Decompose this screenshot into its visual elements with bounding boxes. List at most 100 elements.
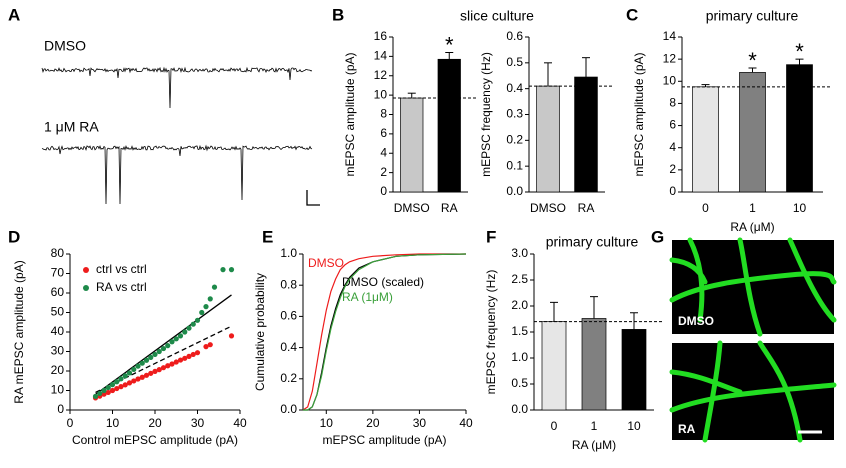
point <box>199 309 205 316</box>
y-tick-label: 8 <box>380 107 387 121</box>
point <box>228 267 235 273</box>
y-tick-label: 0 <box>669 184 676 198</box>
bar <box>621 329 647 411</box>
y-tick-label: 14 <box>374 49 388 63</box>
point <box>165 343 171 349</box>
y-tick-label: 10 <box>374 87 388 101</box>
x-tick-label: 1 <box>591 419 598 433</box>
y-tick-label: 0.2 <box>506 133 523 147</box>
bar <box>739 72 766 193</box>
x-axis-label: Control mEPSC amplitude (pA) <box>72 433 238 447</box>
cdf-line <box>302 253 466 411</box>
point <box>152 368 158 374</box>
x-tick-label: 10 <box>793 201 807 215</box>
y-tick-label: 0.6 <box>506 29 523 43</box>
y-tick-label: 14 <box>663 29 677 43</box>
series-label: DMSO (scaled) <box>342 275 424 289</box>
scale-bar <box>306 190 320 206</box>
point <box>160 345 167 352</box>
significance: * <box>445 32 454 57</box>
point <box>160 365 167 371</box>
y-axis-label: mEPSC frequency (Hz) <box>479 52 493 177</box>
point <box>169 361 175 367</box>
x-tick-label: 1 <box>749 201 756 215</box>
x-tick-label: DMSO <box>530 201 566 215</box>
y-tick-label: 4 <box>669 140 676 154</box>
point <box>101 391 107 397</box>
y-tick-label: 3.0 <box>511 246 528 260</box>
x-tick-label: 30 <box>413 416 427 430</box>
panel-label: G <box>651 227 664 246</box>
chart-title: slice culture <box>460 8 534 24</box>
point <box>190 321 196 327</box>
point <box>177 333 184 339</box>
point <box>148 354 154 360</box>
bar <box>581 318 607 411</box>
x-tick-label: 0 <box>67 416 74 430</box>
y-tick-label: 2.5 <box>511 272 528 286</box>
point <box>143 372 150 378</box>
point <box>169 339 175 345</box>
image-label: RA <box>678 422 696 436</box>
y-axis-label: RA mEPSC amplitude (pA) <box>12 260 26 403</box>
bar <box>400 97 424 193</box>
y-axis-label: mEPSC frequency (Hz) <box>484 270 498 395</box>
point <box>131 366 137 373</box>
x-tick-label: 20 <box>148 416 162 430</box>
y-axis-label: mEPSC amplitude (pA) <box>343 52 357 176</box>
bar <box>692 86 719 193</box>
significance: * <box>748 48 757 73</box>
y-tick-label: 0.5 <box>511 376 528 390</box>
bar <box>574 76 598 193</box>
x-axis-label: RA (μM) <box>572 438 616 452</box>
y-tick-label: 6 <box>380 126 387 140</box>
y-tick-label: 10 <box>663 73 677 87</box>
trace <box>41 144 313 205</box>
x-tick-label: 0 <box>551 419 558 433</box>
y-tick-label: 0 <box>57 402 64 416</box>
y-tick-label: 1.0 <box>511 350 528 364</box>
point <box>220 267 226 273</box>
y-tick-label: 0.3 <box>506 107 523 121</box>
x-axis-label: RA (μM) <box>730 220 774 234</box>
point <box>118 384 124 390</box>
x-tick-label: RA <box>441 201 458 215</box>
y-tick-label: 0.8 <box>280 277 297 291</box>
y-tick-label: 30 <box>51 344 65 358</box>
y-tick-label: 80 <box>51 246 65 260</box>
point <box>148 370 154 376</box>
x-tick-label: 20 <box>366 416 380 430</box>
point <box>143 357 150 363</box>
y-tick-label: 0.5 <box>506 55 523 69</box>
x-tick-label: 0 <box>702 201 709 215</box>
trace <box>41 66 313 109</box>
point <box>173 336 179 342</box>
trace-label: 1 μM RA <box>44 119 99 135</box>
x-tick-label: DMSO <box>394 201 430 215</box>
fit-line <box>95 294 232 395</box>
point <box>152 351 158 358</box>
point <box>173 359 179 365</box>
y-tick-label: 0 <box>380 184 387 198</box>
y-tick-label: 0.4 <box>280 340 297 354</box>
y-tick-label: 1.5 <box>511 324 528 338</box>
series-label: DMSO <box>308 256 344 270</box>
chart-title: primary culture <box>706 8 799 24</box>
x-tick-label: 30 <box>191 416 205 430</box>
point <box>109 382 116 388</box>
point <box>156 367 162 373</box>
legend-label: ctrl vs ctrl <box>96 262 147 276</box>
legend-marker <box>83 285 89 291</box>
point <box>118 376 124 382</box>
y-tick-label: 70 <box>51 266 65 280</box>
bar <box>541 321 567 411</box>
point <box>165 363 171 369</box>
y-tick-label: 2 <box>669 162 676 176</box>
point <box>105 389 111 396</box>
y-tick-label: 0.1 <box>506 158 523 172</box>
point <box>190 351 196 358</box>
x-tick-label: 40 <box>233 416 247 430</box>
y-tick-label: 8 <box>669 96 676 110</box>
point <box>122 373 128 379</box>
